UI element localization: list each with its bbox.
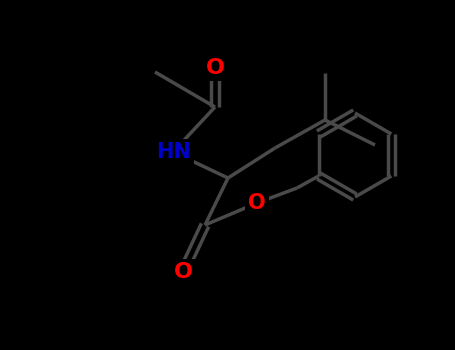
Text: O: O — [248, 193, 266, 213]
Text: HN: HN — [156, 142, 190, 162]
Text: O: O — [173, 262, 192, 282]
Text: O: O — [206, 58, 224, 78]
